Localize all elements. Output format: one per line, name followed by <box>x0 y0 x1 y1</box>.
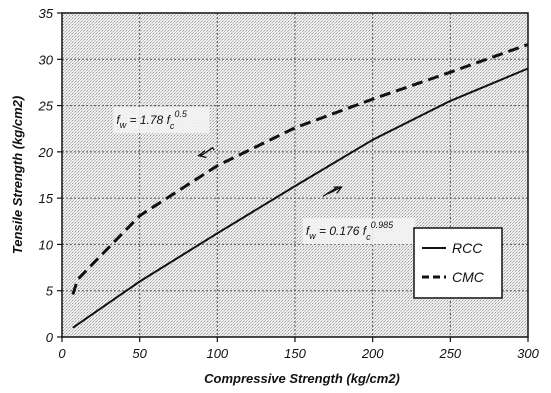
legend-label-cmc: CMC <box>452 269 485 285</box>
series-line-cmc <box>71 43 529 295</box>
y-tick-label-6: 30 <box>39 52 54 67</box>
equation-annotation-cmc: fw = 1.78 fc0.5 <box>113 107 215 159</box>
x-tick-label-4: 200 <box>361 346 384 361</box>
tick-layer: 0 50 100 150 200 250 300 0 5 10 15 20 25 30 35 <box>38 6 540 361</box>
y-tick-label-3: 15 <box>39 191 54 206</box>
y-axis-title: Tensile Strength (kg/cm2) <box>10 96 25 254</box>
annotation-backdrop-rcc <box>302 218 415 245</box>
annotation-text-cmc: fw = 1.78 fc0.5 <box>116 109 188 131</box>
y-tick-label-2: 10 <box>39 237 54 252</box>
y-tick-label-0: 0 <box>46 330 54 345</box>
y-tick-label-4: 20 <box>38 145 54 160</box>
legend: RCC CMC <box>413 227 503 299</box>
annotation-arrow-rcc <box>322 186 342 197</box>
legend-box <box>413 227 503 299</box>
annotation-arrow-cmc <box>198 146 215 157</box>
x-tick-label-2: 100 <box>206 346 228 361</box>
annotation-text-rcc: fw = 0.176 fc0.985 <box>306 220 394 242</box>
x-tick-label-1: 50 <box>132 346 147 361</box>
series-line-rcc <box>72 67 529 329</box>
y-tick-label-1: 5 <box>46 284 54 299</box>
x-tick-label-0: 0 <box>58 346 66 361</box>
annotation-layer: fw = 1.78 fc0.5 fw = 0.176 fc0.985 <box>113 107 415 245</box>
legend-label-rcc: RCC <box>452 240 483 256</box>
annotation-backdrop-cmc <box>113 107 210 134</box>
y-tick-label-7: 35 <box>39 6 54 21</box>
annotation-arrowhead-cmc <box>197 150 207 159</box>
x-tick-label-3: 150 <box>284 346 306 361</box>
annotation-arrowhead-rcc <box>333 186 343 194</box>
y-tick-label-5: 25 <box>38 99 54 114</box>
x-tick-label-6: 300 <box>517 346 539 361</box>
x-axis-title: Compressive Strength (kg/cm2) <box>204 371 400 386</box>
equation-annotation-rcc: fw = 0.176 fc0.985 <box>302 186 415 245</box>
x-tick-label-5: 250 <box>438 346 461 361</box>
series-layer <box>71 43 529 329</box>
